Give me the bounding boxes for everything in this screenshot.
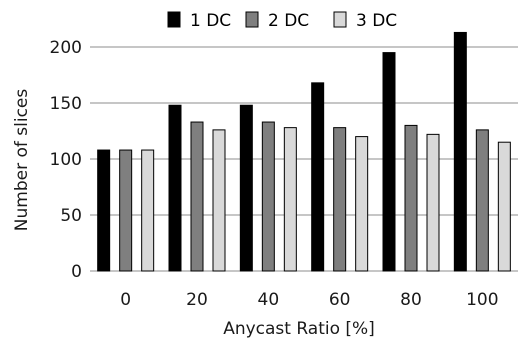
bar [283, 127, 297, 272]
bar [239, 104, 253, 272]
bar [119, 149, 133, 272]
bar [311, 82, 325, 272]
bar [475, 129, 489, 272]
y-tick-labels: 0 50 100 150 200 [50, 38, 82, 282]
bar [497, 141, 511, 272]
bar [97, 149, 111, 272]
x-tick-label: 80 [400, 290, 422, 310]
bar [261, 121, 275, 272]
bar [212, 129, 226, 272]
legend-label: 3 DC [356, 11, 397, 31]
legend: 1 DC 2 DC 3 DC [167, 11, 397, 31]
y-axis-title: Number of slices [12, 89, 32, 232]
y-tick-label: 0 [71, 262, 82, 282]
y-tick-label: 150 [50, 94, 82, 114]
bar [355, 136, 369, 272]
x-axis-title: Anycast Ratio [%] [223, 319, 375, 339]
bars [97, 31, 511, 272]
bar [190, 121, 204, 272]
x-tick-label: 20 [186, 290, 208, 310]
y-tick-label: 50 [60, 206, 82, 226]
y-tick-label: 200 [50, 38, 82, 58]
bar [141, 149, 155, 272]
legend-swatch [245, 11, 259, 28]
bar [333, 127, 347, 272]
gridlines [90, 46, 518, 272]
x-tick-labels: 0 20 40 60 80 100 [120, 290, 498, 310]
bar [426, 133, 440, 272]
legend-swatch [167, 11, 181, 28]
x-tick-label: 40 [258, 290, 280, 310]
legend-label: 1 DC [190, 11, 231, 31]
bar [382, 52, 396, 272]
x-tick-label: 100 [466, 290, 498, 310]
x-tick-label: 60 [329, 290, 351, 310]
legend-swatch [333, 11, 347, 28]
bar [453, 31, 467, 272]
x-tick-label: 0 [120, 290, 131, 310]
legend-label: 2 DC [268, 11, 309, 31]
bar [168, 104, 182, 272]
y-tick-label: 100 [50, 150, 82, 170]
bar [404, 124, 418, 272]
